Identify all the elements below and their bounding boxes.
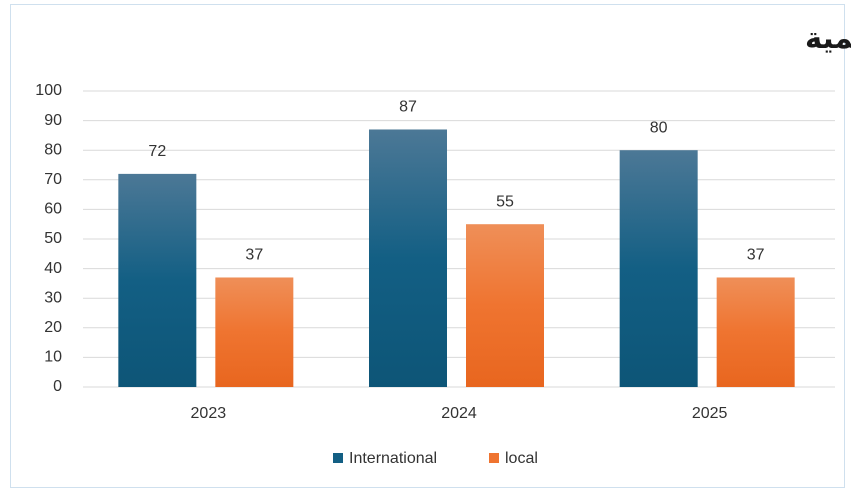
legend-swatch <box>489 453 499 463</box>
bar <box>466 224 544 387</box>
y-tick-label: 40 <box>44 260 62 277</box>
data-label: 37 <box>245 247 263 264</box>
y-tick-label: 100 <box>35 82 62 99</box>
legend-label: local <box>505 450 538 467</box>
y-tick-label: 70 <box>44 171 62 188</box>
bar <box>118 173 197 387</box>
bar <box>369 129 447 388</box>
legend-label: International <box>349 450 437 467</box>
chart-title: تطور نسب النشر الدولي للنشر المحلي للأبح… <box>805 20 851 55</box>
y-tick-label: 90 <box>44 112 62 129</box>
bar <box>215 277 294 387</box>
bar <box>619 150 698 387</box>
y-tick-label: 0 <box>53 378 62 395</box>
x-tick-label: 2025 <box>692 405 728 422</box>
y-tick-label: 10 <box>44 349 62 366</box>
y-tick-label: 50 <box>44 230 62 247</box>
x-tick-label: 2023 <box>191 405 227 422</box>
y-tick-label: 60 <box>44 201 62 218</box>
data-label: 72 <box>148 143 166 160</box>
data-label: 37 <box>747 247 765 264</box>
legend-swatch <box>333 453 343 463</box>
bar <box>716 277 795 387</box>
y-tick-label: 20 <box>44 319 62 336</box>
y-tick-label: 30 <box>44 289 62 306</box>
y-tick-label: 80 <box>44 141 62 158</box>
data-label: 55 <box>496 193 514 210</box>
x-tick-label: 2024 <box>441 405 477 422</box>
data-label: 87 <box>399 99 417 116</box>
data-label: 80 <box>650 119 668 136</box>
